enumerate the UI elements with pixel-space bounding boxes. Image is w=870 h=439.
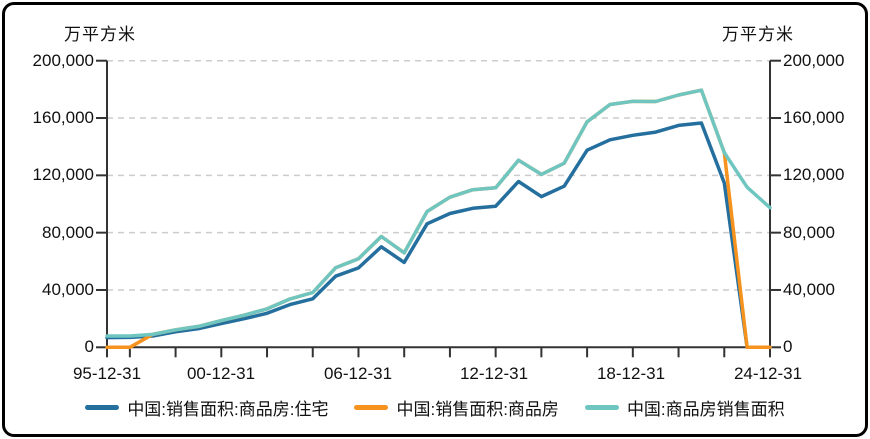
x-tick-label: 18-12-31: [596, 364, 666, 383]
legend-swatch-residential: [85, 405, 120, 410]
x-tick-label: 06-12-31: [323, 364, 393, 383]
x-tick-label: 00-12-31: [186, 364, 256, 383]
legend-item-commodity-total: 中国:商品房销售面积: [584, 395, 785, 420]
legend-label: 中国:销售面积:商品房: [396, 400, 559, 419]
y-axis-unit-left: 万平方米: [64, 25, 136, 44]
x-tick-label: 12-12-31: [459, 364, 529, 383]
series-line: [105, 88, 772, 338]
legend-label: 中国:销售面积:商品房:住宅: [127, 400, 329, 419]
x-tick-label: 24-12-31: [733, 364, 803, 383]
y-tick-label-right: 200,000: [783, 51, 845, 70]
legend-item-residential: 中国:销售面积:商品房:住宅: [85, 395, 328, 420]
legend-label: 中国:商品房销售面积: [626, 400, 785, 419]
legend-swatch-commodity-total: [584, 405, 619, 410]
y-tick-label-right: 0: [783, 337, 793, 356]
y-tick-label-right: 80,000: [783, 223, 835, 242]
chart-legend: 中国:销售面积:商品房:住宅 中国:销售面积:商品房 中国:商品房销售面积: [0, 395, 870, 420]
x-tick-label: 95-12-31: [72, 364, 142, 383]
legend-swatch-commodity-old: [354, 405, 389, 410]
legend-item-commodity-old: 中国:销售面积:商品房: [354, 395, 559, 420]
y-tick-label-right: 120,000: [783, 165, 845, 184]
y-tick-label-left: 160,000: [32, 108, 94, 127]
y-axis-unit-right: 万平方米: [722, 25, 794, 44]
y-tick-label-left: 80,000: [42, 223, 94, 242]
series-line: [105, 121, 772, 350]
y-tick-label-right: 40,000: [783, 280, 835, 299]
y-tick-label-left: 40,000: [42, 280, 94, 299]
y-tick-label-left: 0: [84, 337, 94, 356]
y-tick-label-left: 200,000: [32, 51, 94, 70]
y-tick-label-left: 120,000: [32, 165, 94, 184]
y-tick-label-right: 160,000: [783, 108, 845, 127]
